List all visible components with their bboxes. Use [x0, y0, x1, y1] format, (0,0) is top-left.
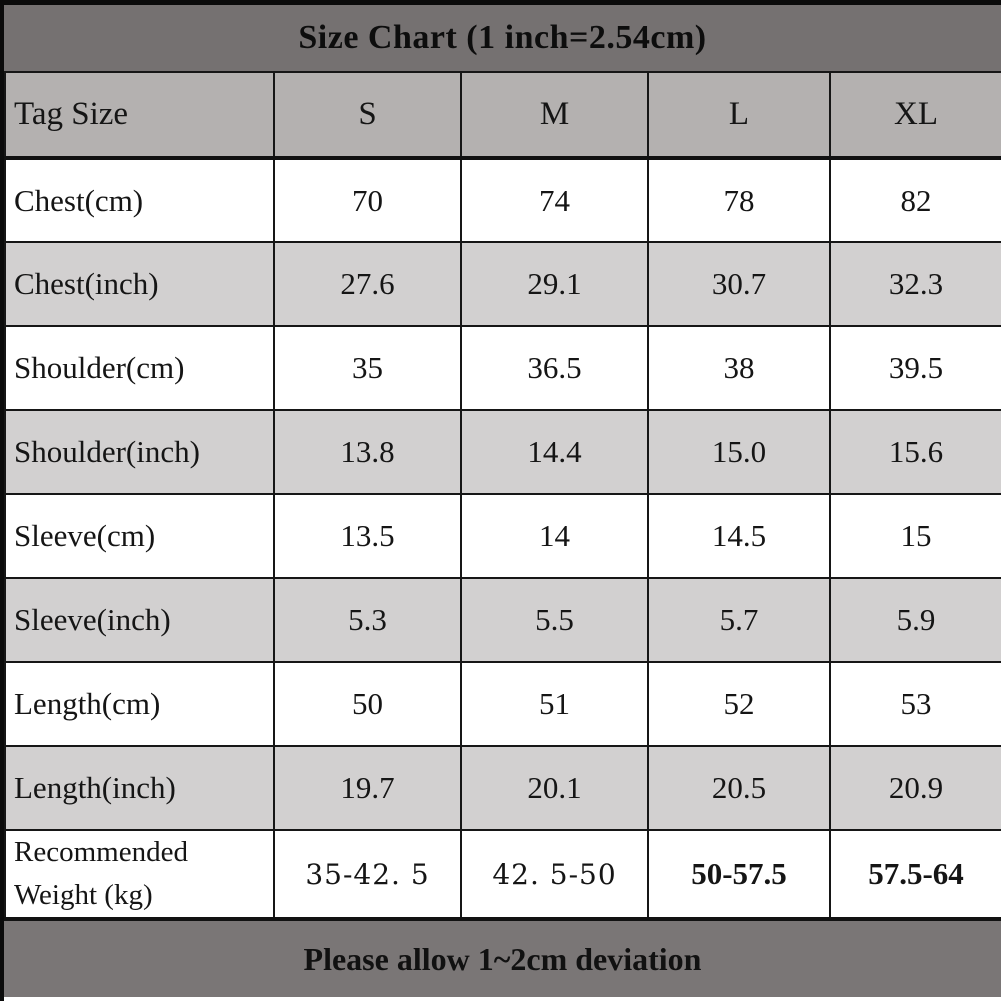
value-cell: 32.3	[829, 241, 1001, 327]
value-cell: 29.1	[460, 241, 649, 327]
row-label: Sleeve(cm)	[4, 493, 275, 579]
row-label: Shoulder(inch)	[4, 409, 275, 495]
value-cell: 14.5	[647, 493, 831, 579]
value-cell: 5.9	[829, 577, 1001, 663]
row-label: Chest(cm)	[4, 157, 275, 243]
value-cell: 5.7	[647, 577, 831, 663]
top-edge-bar	[4, 0, 1001, 5]
table-row: Shoulder(inch) 13.8 14.4 15.0 15.6	[4, 409, 1001, 495]
row-label: Shoulder(cm)	[4, 325, 275, 411]
page-title: Size Chart (1 inch=2.54cm)	[298, 19, 707, 56]
value-cell: 78	[647, 157, 831, 243]
size-table: Tag Size S M L XL Chest(cm) 70 74 78 82 Chest(inc…	[4, 71, 1001, 921]
value-cell: 50-57.5	[647, 829, 831, 921]
header-cell-size: M	[460, 71, 649, 160]
value-cell: 36.5	[460, 325, 649, 411]
value-cell: 5.5	[460, 577, 649, 663]
row-label: Sleeve(inch)	[4, 577, 275, 663]
value-cell: 39.5	[829, 325, 1001, 411]
header-row: Tag Size S M L XL	[4, 71, 1001, 160]
row-label: Recommended Weight (kg)	[4, 829, 275, 921]
value-cell: 74	[460, 157, 649, 243]
value-cell: 15.6	[829, 409, 1001, 495]
value-cell: 50	[273, 661, 462, 747]
value-cell: 30.7	[647, 241, 831, 327]
value-cell: 70	[273, 157, 462, 243]
value-cell: 57.5-64	[829, 829, 1001, 921]
value-cell: 51	[460, 661, 649, 747]
table-row: Sleeve(inch) 5.3 5.5 5.7 5.9	[4, 577, 1001, 663]
header-cell-tag-size: Tag Size	[4, 71, 275, 160]
value-cell: 5.3	[273, 577, 462, 663]
row-label: Chest(inch)	[4, 241, 275, 327]
value-cell: 35	[273, 325, 462, 411]
table-row: Length(inch) 19.7 20.1 20.5 20.9	[4, 745, 1001, 831]
value-cell: 53	[829, 661, 1001, 747]
header-cell-size: XL	[829, 71, 1001, 160]
table-row: Chest(cm) 70 74 78 82	[4, 157, 1001, 243]
value-cell: 27.6	[273, 241, 462, 327]
deviation-note: Please allow 1~2cm deviation	[303, 940, 702, 977]
size-table-header: Tag Size S M L XL	[4, 71, 1001, 160]
value-cell: 82	[829, 157, 1001, 243]
header-cell-size: S	[273, 71, 462, 160]
value-cell: 20.9	[829, 745, 1001, 831]
title-band: Size Chart (1 inch=2.54cm)	[4, 5, 1001, 71]
value-cell: 52	[647, 661, 831, 747]
value-cell: 19.7	[273, 745, 462, 831]
header-cell-size: L	[647, 71, 831, 160]
value-cell: 35-42. 5	[273, 829, 462, 921]
value-cell: 20.1	[460, 745, 649, 831]
table-row: Chest(inch) 27.6 29.1 30.7 32.3	[4, 241, 1001, 327]
value-cell: 20.5	[647, 745, 831, 831]
footer-band: Please allow 1~2cm deviation	[4, 921, 1001, 997]
value-cell: 13.5	[273, 493, 462, 579]
size-table-body: Chest(cm) 70 74 78 82 Chest(inch) 27.6 29.1 30.7…	[4, 157, 1001, 921]
table-row: Recommended Weight (kg) 35-42. 5 42. 5-50 5…	[4, 829, 1001, 921]
value-cell: 13.8	[273, 409, 462, 495]
value-cell: 38	[647, 325, 831, 411]
row-label: Length(cm)	[4, 661, 275, 747]
value-cell: 15	[829, 493, 1001, 579]
value-cell: 14	[460, 493, 649, 579]
value-cell: 14.4	[460, 409, 649, 495]
row-label: Length(inch)	[4, 745, 275, 831]
table-row: Length(cm) 50 51 52 53	[4, 661, 1001, 747]
value-cell: 42. 5-50	[460, 829, 649, 921]
table-row: Sleeve(cm) 13.5 14 14.5 15	[4, 493, 1001, 579]
value-cell: 15.0	[647, 409, 831, 495]
table-row: Shoulder(cm) 35 36.5 38 39.5	[4, 325, 1001, 411]
